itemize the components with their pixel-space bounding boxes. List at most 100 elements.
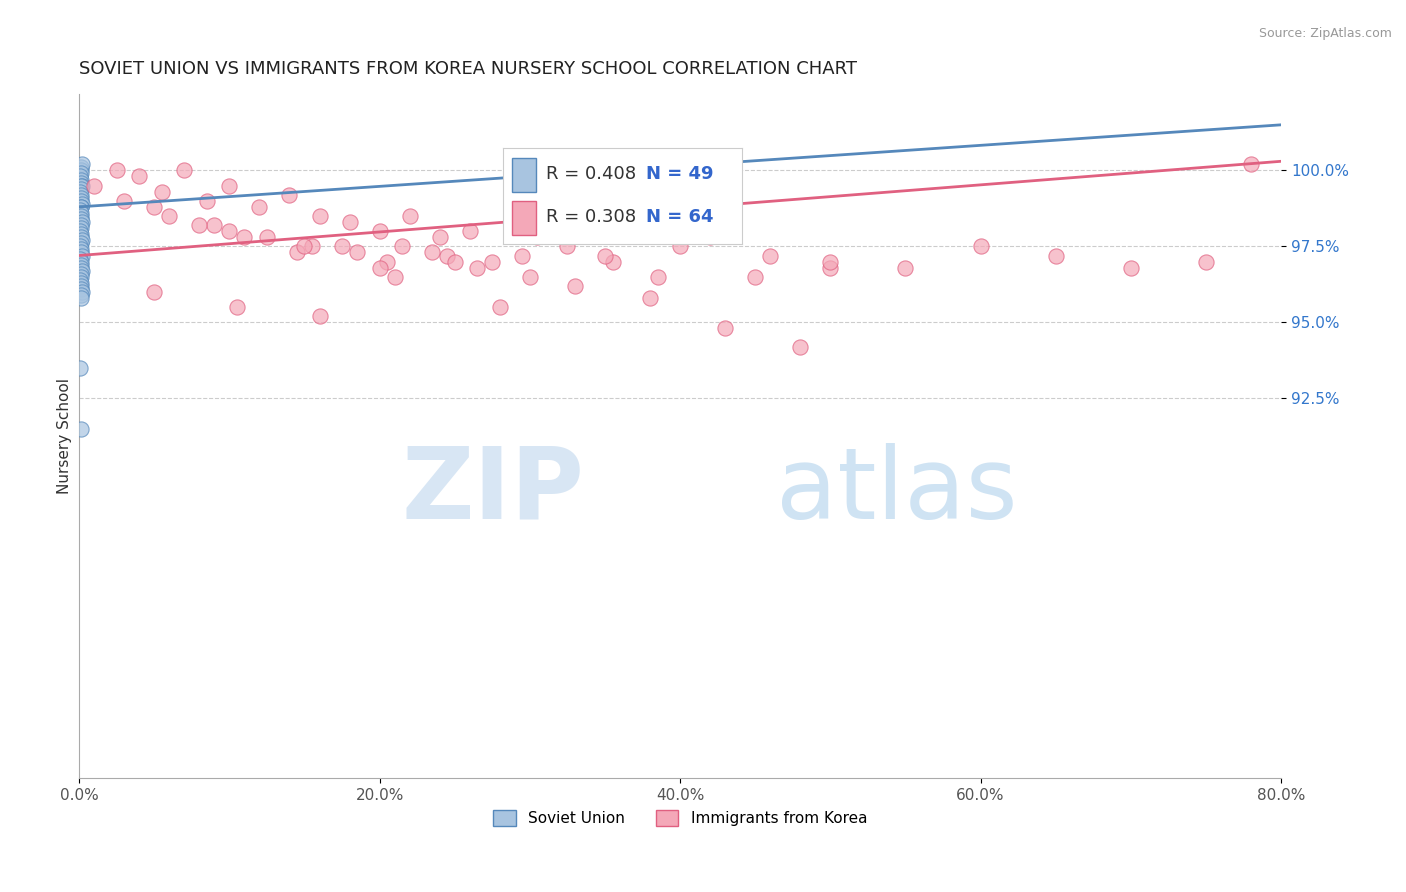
Point [368,260,391,275]
Point [308,310,330,324]
Text: N = 64: N = 64 [647,209,714,227]
Point [391,239,413,253]
Bar [512,158,536,192]
Text: N = 49: N = 49 [647,165,714,183]
Text: SOVIET UNION VS IMMIGRANTS FROM KOREA NURSERY SCHOOL CORRELATION CHART: SOVIET UNION VS IMMIGRANTS FROM KOREA NU… [79,60,858,78]
Point [436,248,458,262]
Point [398,209,420,223]
Point [70,200,93,214]
Point [339,215,361,229]
Point [70,157,93,171]
Point [69,269,91,284]
Point [69,202,91,217]
Point [70,233,93,247]
Point [330,239,353,253]
Point [112,194,135,208]
Point [602,254,624,268]
Point [69,194,91,208]
Y-axis label: Nursery School: Nursery School [58,378,72,494]
Point [69,221,91,235]
Point [233,230,256,244]
Point [384,269,406,284]
Point [218,178,240,193]
Point [294,239,316,253]
Point [70,285,93,299]
Point [69,236,91,251]
Point [70,191,93,205]
Point [519,269,541,284]
Point [593,248,616,262]
Point [70,267,93,281]
Point [70,279,93,293]
Point [69,254,91,268]
Point [69,282,91,296]
Text: ZIP: ZIP [401,442,583,540]
Point [157,209,180,223]
Point [429,230,451,244]
Point [128,169,150,184]
Text: Source: ZipAtlas.com: Source: ZipAtlas.com [1258,27,1392,40]
Point [557,239,579,253]
Point [820,254,842,268]
Point [443,254,465,268]
Point [1119,260,1142,275]
Point [70,178,93,193]
Point [1045,248,1067,262]
Point [759,248,782,262]
Point [69,273,91,287]
Legend: Soviet Union, Immigrants from Korea: Soviet Union, Immigrants from Korea [486,804,873,832]
Point [714,321,737,335]
Point [512,248,534,262]
Point [69,206,91,220]
Point [69,252,91,266]
Text: atlas: atlas [776,442,1018,540]
Point [70,215,93,229]
Point [69,227,91,242]
Point [249,200,271,214]
Point [488,300,510,314]
Point [69,239,91,253]
Point [669,239,692,253]
Point [70,243,93,257]
Point [458,224,481,238]
Point [465,260,488,275]
Point [69,224,91,238]
Point [69,185,91,199]
Point [69,166,91,180]
Point [188,218,211,232]
Point [69,200,91,214]
Text: R = 0.408: R = 0.408 [546,165,636,183]
Point [105,163,128,178]
Text: R = 0.308: R = 0.308 [546,209,636,227]
Point [143,285,166,299]
Point [308,209,330,223]
Point [894,260,917,275]
Point [69,260,91,275]
Point [420,245,443,260]
Point [70,197,93,211]
Point [70,172,93,186]
Point [368,224,391,238]
Point [346,245,368,260]
Point [173,163,195,178]
Point [647,269,669,284]
Point [69,181,91,195]
Point [195,194,218,208]
Point [70,218,93,232]
Point [70,178,93,193]
Point [70,209,93,223]
Point [638,291,661,305]
Point [70,263,93,277]
Point [83,178,105,193]
Point [69,187,91,202]
Point [70,163,93,178]
Point [285,245,308,260]
Point [69,169,91,184]
Point [150,185,173,199]
Point [70,230,93,244]
Point [70,258,93,272]
Point [789,340,811,354]
Point [70,288,93,302]
Point [69,276,91,290]
Point [820,260,842,275]
